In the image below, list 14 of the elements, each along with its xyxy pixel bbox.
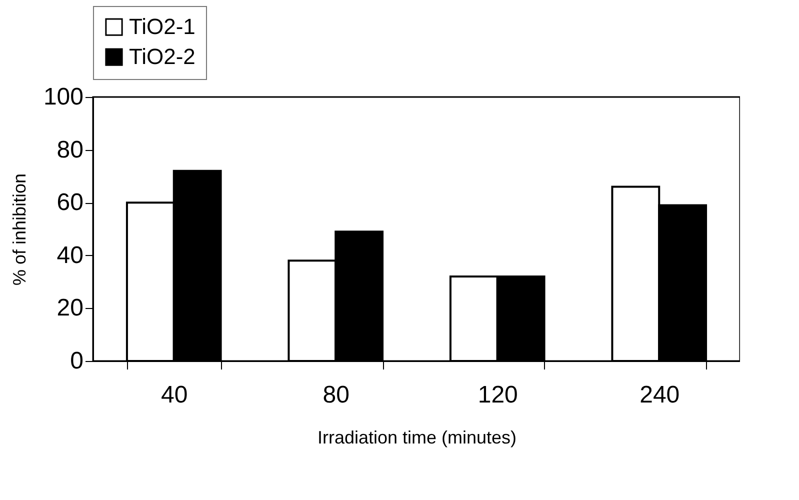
y-tick-label: 100 (43, 84, 84, 110)
y-tick-label: 80 (56, 136, 84, 164)
y-tick-label: 20 (56, 294, 84, 322)
y-tick-label: 0 (70, 348, 84, 374)
x-tick-label: 120 (478, 382, 518, 408)
legend-label: TiO2-2 (129, 44, 196, 69)
x-tick-label: 40 (161, 382, 188, 408)
x-tick-label: 80 (322, 382, 350, 408)
x-axis-title: Irradiation time (minutes) (317, 428, 517, 448)
y-tick-label: 40 (56, 242, 84, 269)
x-tick-label: 240 (640, 382, 680, 408)
legend-label: TiO2-1 (129, 14, 196, 39)
y-tick-label: 60 (56, 189, 84, 216)
y-axis-title: % of inhibition (9, 173, 30, 286)
